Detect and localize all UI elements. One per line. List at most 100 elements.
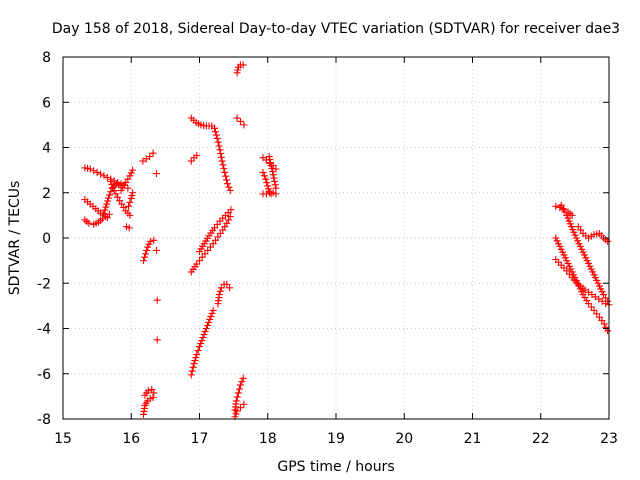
data-point [222,172,230,180]
data-point [126,211,134,219]
data-point [602,300,610,308]
x-tick-label: 16 [122,431,140,447]
data-point [223,219,231,227]
data-point [236,381,244,389]
data-point [108,180,116,188]
data-point [270,174,278,182]
data-point [235,385,243,393]
data-point [269,168,277,176]
data-point [216,287,224,295]
data-point [146,237,154,245]
data-point [238,378,246,386]
data-point [103,200,111,208]
data-point [141,253,149,261]
data-point [203,321,211,329]
series-arc-g [122,223,133,232]
series-arc-x [233,61,247,77]
data-point [259,168,267,176]
data-point [209,306,217,314]
data-point [602,323,610,331]
data-point [262,190,270,198]
series-arc-w [214,280,234,308]
data-point [100,209,108,217]
data-point [97,170,105,178]
y-tick-label: -4 [37,322,51,338]
data-point [93,168,101,176]
data-point [99,215,107,223]
y-tick-label: -2 [37,276,51,292]
data-point [144,387,152,395]
data-point [107,177,115,185]
data-point [215,291,223,299]
y-tick-label: -6 [37,367,51,383]
data-point [194,347,202,355]
series-arc-v [187,306,217,379]
data-point [226,284,234,292]
series-arc-t [187,213,234,276]
y-tick-label: 2 [42,186,51,202]
x-tick-label: 20 [395,431,413,447]
data-point [196,343,203,351]
series-arc-aj [574,223,612,245]
series-arc-ag [557,201,612,305]
x-axis-label: GPS time / hours [277,459,394,475]
data-point [260,172,268,180]
data-point [200,331,208,339]
series-arc-ai [552,234,612,335]
x-tick-label: 22 [532,431,550,447]
data-point [143,246,151,254]
data-point [105,194,112,202]
series-arc-p [141,386,158,399]
y-tick-label: 6 [42,95,51,111]
data-point [85,219,93,227]
data-point [86,165,94,173]
data-point [600,320,608,328]
data-point [125,224,133,232]
x-tick-labels: 15 16 17 18 19 20 21 22 23 [54,431,618,447]
series-arc-ad [259,189,280,198]
data-point [201,328,209,336]
data-point [232,397,240,405]
data-point [102,203,110,211]
data-point [109,183,117,191]
data-point [223,180,231,188]
data-point [263,179,271,187]
data-point [101,206,109,214]
data-point [226,213,234,221]
grid-lines [63,57,609,419]
data-point [213,134,221,142]
axis-ticks [62,56,610,420]
data-point [190,360,198,368]
series-arc-l [153,246,161,254]
data-point [110,186,118,194]
y-tick-label: 0 [42,231,51,247]
y-tick-label: 4 [42,141,51,157]
series-arc-j [153,170,161,178]
series-arc-m [153,296,161,304]
data-point [198,337,206,345]
data-point [191,357,199,365]
series-arc-z [231,400,248,421]
data-point [103,214,111,222]
series-arc-y [233,114,248,129]
data-point [216,146,224,154]
x-tick-label: 21 [464,431,482,447]
data-point [271,181,279,189]
data-point [193,151,201,159]
y-axis-label: SDTVAR / TECUs [7,181,23,296]
data-point [197,340,205,348]
data-point [217,150,225,158]
data-point [125,202,133,210]
data-point [267,162,275,170]
data-point [129,189,137,197]
data-point [202,325,210,332]
data-point [221,168,229,176]
data-point [207,312,215,320]
data-point [233,114,241,122]
data-point [218,157,226,165]
data-point [552,202,560,210]
data-point [214,138,222,146]
x-tick-label: 19 [327,431,345,447]
data-point [150,236,158,244]
